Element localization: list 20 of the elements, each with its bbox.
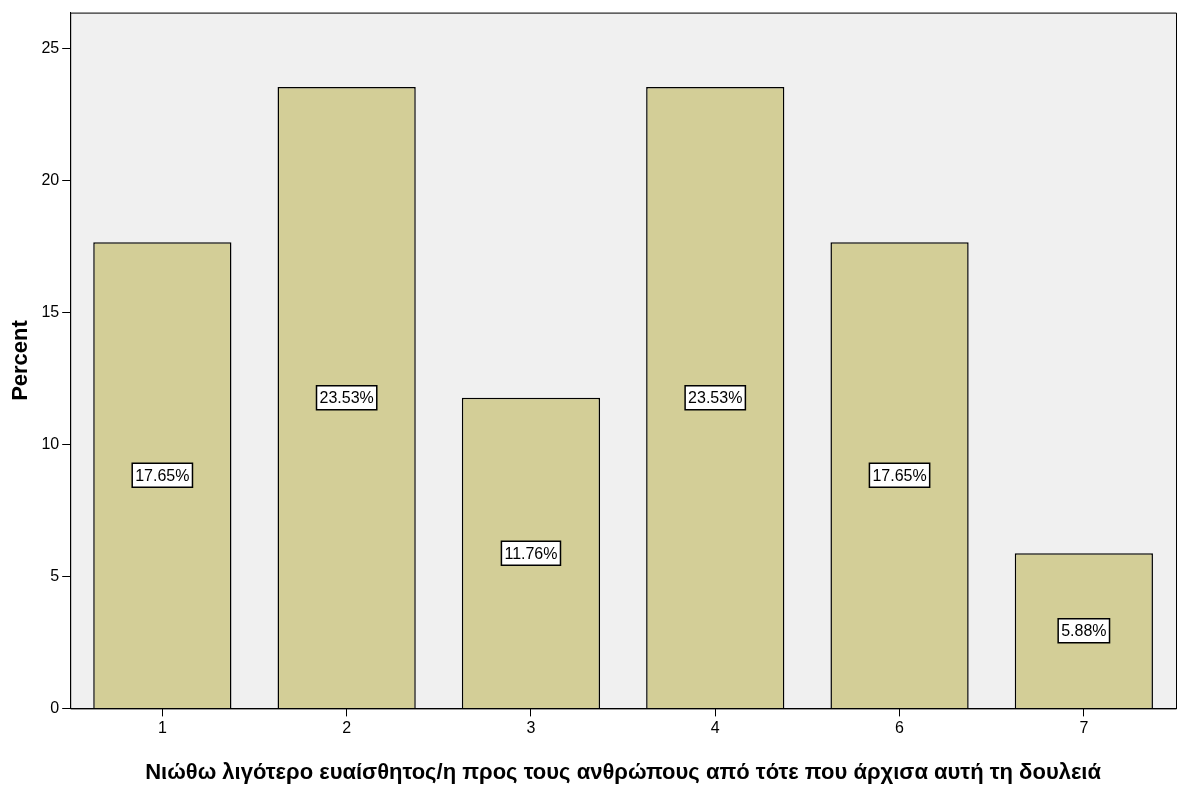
y-tick-label: 25: [41, 38, 60, 56]
y-tick-label: 0: [50, 698, 60, 716]
data-label: 5.88%: [1061, 622, 1107, 640]
data-label: 23.53%: [688, 389, 743, 407]
x-tick-label: 1: [157, 719, 167, 737]
data-label: 11.76%: [504, 544, 558, 562]
data-label: 17.65%: [135, 466, 190, 484]
x-tick-label: 7: [1079, 719, 1089, 737]
y-tick-label: 20: [41, 170, 60, 188]
y-tick-label: 10: [41, 434, 60, 452]
data-label: 17.65%: [872, 466, 927, 484]
data-label: 23.53%: [319, 389, 374, 407]
y-axis-title: Percent: [7, 319, 33, 401]
x-axis-title: Νιώθω λιγότερο ευαίσθητος/η προς τους ανθρώπους από τότε που άρχισα αυτή τη δουλειά: [145, 758, 1102, 784]
y-tick-label: 15: [41, 302, 60, 320]
x-tick-label: 6: [895, 719, 905, 737]
x-tick-label: 4: [710, 719, 720, 737]
x-tick-label: 3: [526, 719, 536, 737]
y-tick-label: 5: [50, 566, 60, 584]
x-tick-label: 2: [342, 719, 352, 737]
